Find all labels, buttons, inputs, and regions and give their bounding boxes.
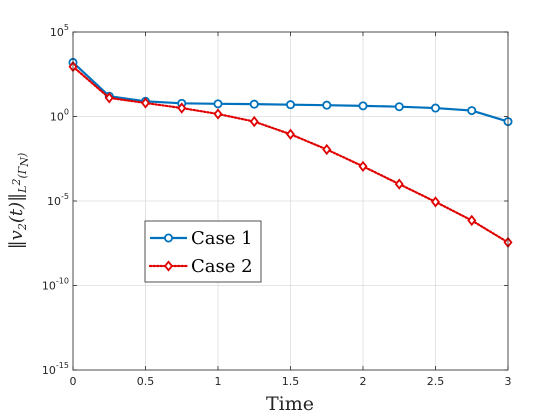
- data-point-case-2: [140, 97, 151, 109]
- legend-box: [144, 220, 262, 283]
- data-point-case-1: [358, 101, 368, 111]
- data-point-case-1: [322, 100, 332, 110]
- data-point-case-2: [358, 160, 368, 172]
- legend-label-1: Case 1: [191, 228, 253, 249]
- y-tick-label: 10-10: [42, 277, 69, 293]
- legend: Case 1 Case 2: [144, 220, 262, 283]
- x-tick-label: 0: [70, 375, 77, 388]
- legend-label-2: Case 2: [191, 256, 253, 277]
- x-tick-label: 3: [505, 375, 512, 388]
- data-point-case-1: [467, 106, 477, 116]
- y-tick-label: 100: [50, 108, 69, 124]
- svg-text:‖v2(t)‖L2(ΓN): ‖v2(t)‖L2(ΓN): [6, 153, 31, 250]
- data-point-case-1: [285, 100, 295, 110]
- legend-marker-2: [163, 260, 174, 272]
- data-point-case-2: [177, 102, 187, 114]
- y-tick-label: 105: [50, 23, 69, 39]
- data-point-case-2: [394, 178, 404, 190]
- data-point-case-1: [213, 99, 223, 109]
- data-point-case-2: [467, 214, 477, 227]
- data-point-case-2: [249, 115, 259, 128]
- x-tick-label: 1.5: [282, 375, 300, 388]
- data-point-case-1: [249, 99, 259, 109]
- data-point-case-2: [285, 128, 296, 140]
- y-tick-label: 10-15: [42, 361, 69, 377]
- y-axis-title: ‖v2(t)‖L2(ΓN): [6, 153, 31, 250]
- x-tick-label: 0.5: [137, 375, 155, 388]
- data-point-case-2: [213, 108, 223, 120]
- legend-marker-1: [163, 233, 173, 243]
- data-point-case-2: [322, 143, 332, 156]
- x-axis-title: Time: [266, 393, 314, 415]
- x-tick-label: 2: [360, 375, 367, 388]
- data-point-case-2: [430, 196, 441, 208]
- x-tick-label: 1: [215, 375, 222, 388]
- data-point-case-2: [104, 92, 114, 104]
- y-tick-label: 10-5: [47, 192, 69, 208]
- data-point-case-1: [430, 103, 440, 113]
- data-point-case-1: [394, 102, 404, 112]
- ticks: 0 0.5 1 1.5 2 2.5 3 100 10-5 10-10 10-15 105: [42, 23, 512, 388]
- x-tick-label: 2.5: [427, 375, 445, 388]
